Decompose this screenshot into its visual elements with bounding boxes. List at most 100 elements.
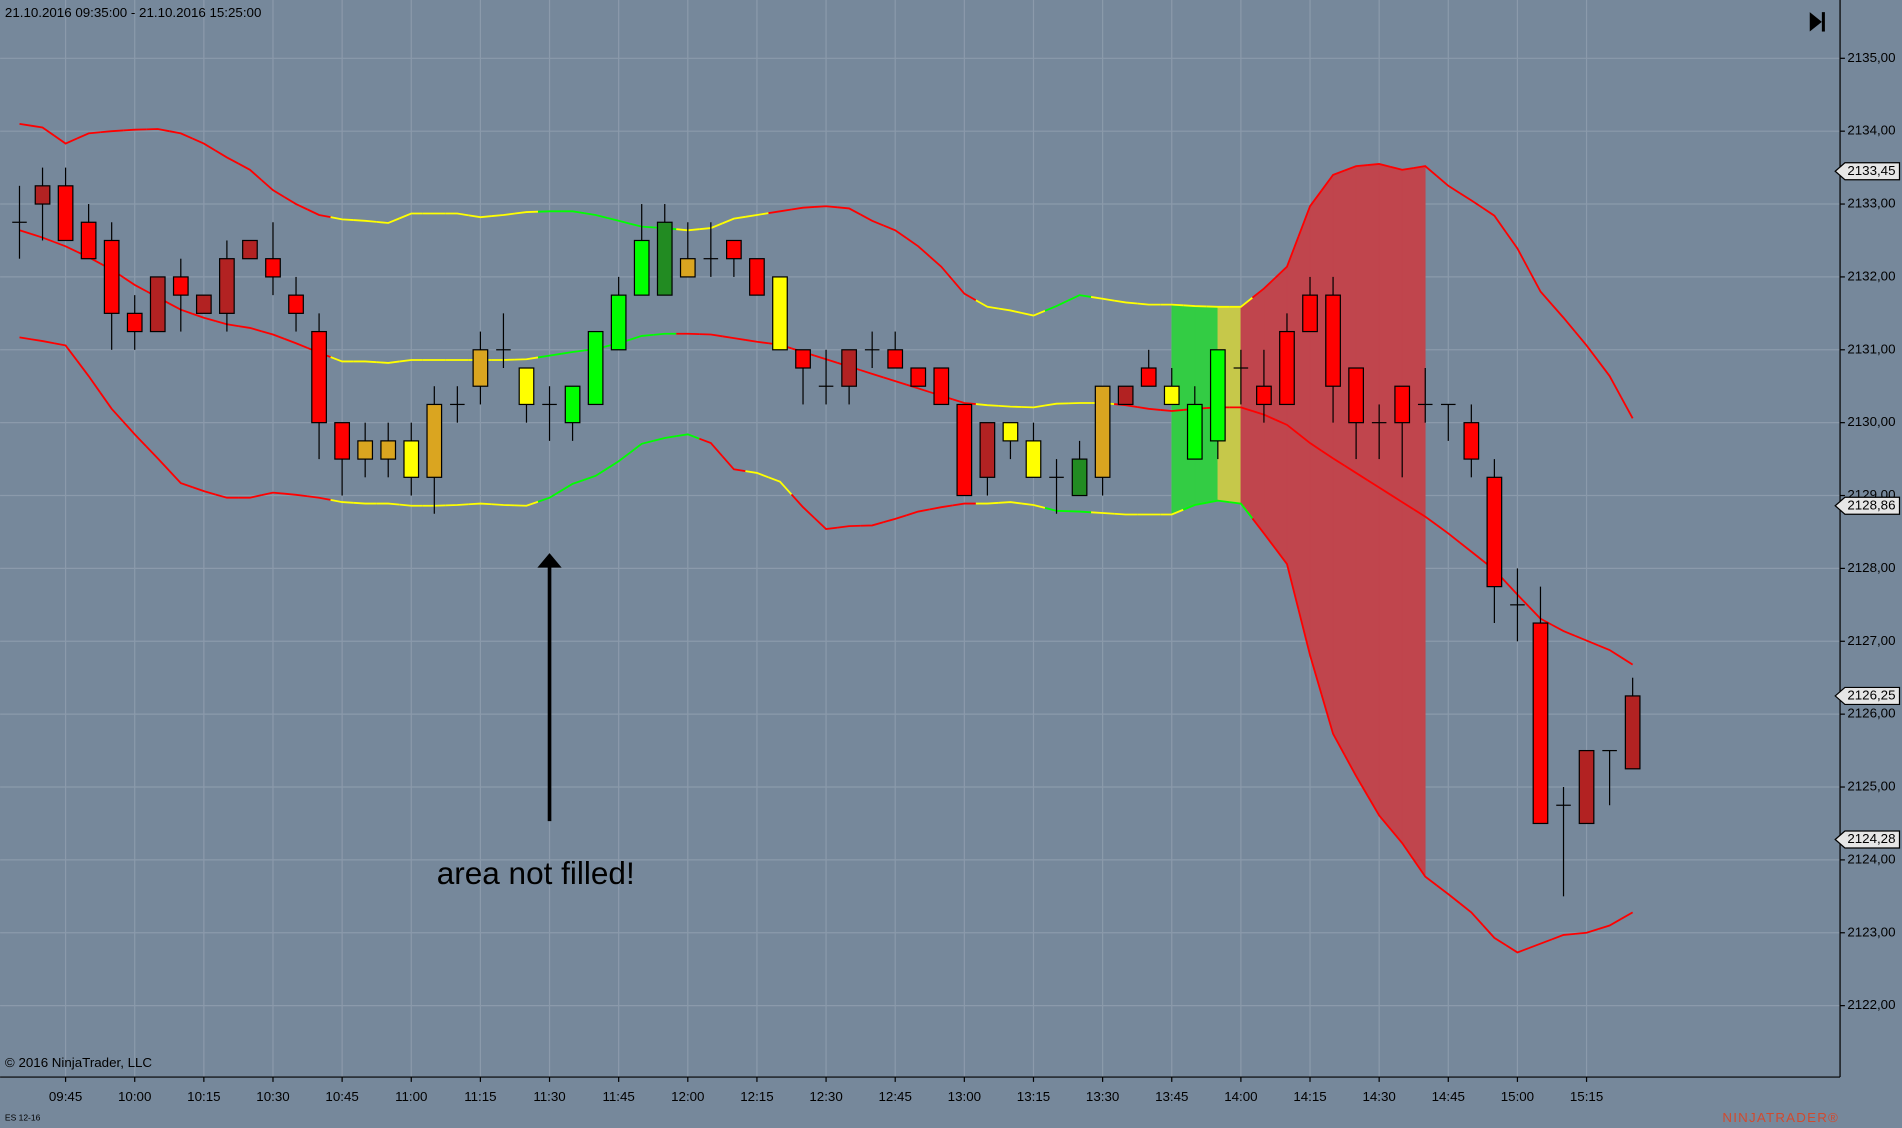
candle-body — [357, 440, 374, 460]
band-line — [445, 503, 469, 507]
band-line — [1459, 192, 1484, 209]
band-line — [146, 128, 170, 133]
candle-body — [380, 440, 397, 460]
candle-body — [265, 258, 281, 278]
band-line — [330, 499, 354, 504]
candle-body — [1094, 385, 1111, 478]
x-tick-label: 11:45 — [602, 1089, 634, 1104]
band-line — [860, 521, 884, 527]
band-line — [284, 492, 308, 498]
candle-body — [749, 258, 765, 296]
band-line — [307, 495, 331, 501]
scroll-end-icon[interactable] — [1809, 12, 1825, 32]
band-line — [19, 336, 32, 341]
candle-body — [726, 239, 742, 260]
icon-triangle — [1809, 12, 1822, 32]
candle-body — [195, 294, 212, 314]
band-line — [768, 476, 793, 496]
band-line — [1436, 884, 1461, 904]
band-line — [1551, 932, 1576, 941]
candle-body — [288, 294, 304, 314]
band-line — [19, 229, 32, 235]
candle-body — [587, 330, 604, 406]
x-tick-label: 12:15 — [740, 1089, 773, 1104]
band-line — [30, 338, 55, 345]
band-line — [768, 208, 792, 215]
band-fill — [1401, 165, 1426, 878]
band-line — [813, 517, 838, 531]
band-line — [1275, 418, 1300, 435]
band-line — [122, 276, 147, 292]
band-line — [1320, 169, 1345, 192]
band-line — [1021, 309, 1046, 317]
candle-body — [149, 276, 166, 333]
band-line — [606, 451, 631, 470]
band-line — [260, 179, 285, 198]
y-tick-label: 2131,00 — [1847, 341, 1895, 356]
band-line — [261, 330, 285, 340]
instrument: ES 12-16 — [5, 1113, 41, 1123]
band-line — [1574, 330, 1599, 362]
candle-body — [334, 422, 351, 460]
y-tick-label: 2133,00 — [1847, 196, 1895, 211]
band-line — [1044, 402, 1069, 407]
candle-body — [34, 185, 51, 205]
candle-body — [1209, 349, 1226, 442]
band-line — [514, 356, 539, 361]
band-line — [215, 493, 239, 499]
band-line — [1551, 624, 1576, 637]
candle-body — [772, 276, 788, 351]
band-line — [698, 437, 724, 457]
candle-body — [1140, 367, 1157, 387]
band-line — [1482, 924, 1507, 946]
band-line — [1297, 433, 1323, 452]
band-line — [123, 128, 147, 132]
band-line — [629, 439, 654, 454]
x-tick-label: 14:15 — [1293, 1089, 1326, 1104]
grid — [0, 0, 1841, 1078]
candle-body — [1624, 695, 1641, 770]
band-line — [376, 360, 400, 364]
band-line — [1251, 517, 1277, 550]
band-line — [1344, 164, 1368, 172]
band-line — [906, 237, 931, 258]
candle-body — [1394, 385, 1411, 424]
band-line — [468, 214, 493, 219]
y-tick-label: 2123,00 — [1847, 924, 1895, 939]
x-tick-label: 10:00 — [118, 1089, 151, 1104]
band-line — [1574, 634, 1599, 647]
band-line — [1091, 511, 1115, 515]
x-tick-label: 13:45 — [1155, 1089, 1188, 1104]
band-line — [583, 212, 608, 219]
candle-body — [1163, 385, 1180, 406]
band-line — [745, 339, 769, 345]
band-line — [883, 514, 908, 524]
candle-body — [80, 221, 97, 260]
candle-body — [795, 349, 811, 369]
band-line — [514, 210, 539, 215]
x-tick-label: 11:15 — [464, 1089, 496, 1104]
band-line — [238, 325, 262, 333]
band-line — [1367, 479, 1392, 496]
band-fill — [1378, 163, 1403, 844]
axes: 2122,00 2123,00 2124,00 2125,00 2126,00 2127,… — [49, 50, 1901, 1104]
band-line — [653, 332, 677, 336]
band-line — [1574, 928, 1599, 935]
band-line — [468, 502, 492, 506]
y-tick-label: 2127,00 — [1847, 633, 1895, 648]
candle-body — [1325, 294, 1341, 387]
band-line — [122, 420, 147, 447]
y-tick-label: 2125,00 — [1847, 779, 1895, 794]
candle-body — [1071, 458, 1088, 497]
candle-body — [1578, 749, 1595, 825]
band-line — [929, 255, 954, 281]
price-marker-label: 2124,28 — [1847, 831, 1895, 846]
candle-body — [633, 239, 650, 296]
candle-body — [933, 367, 950, 406]
band-line — [1436, 524, 1461, 544]
band-line — [998, 307, 1023, 314]
price-marker — [1834, 496, 1901, 515]
candle-body — [103, 239, 120, 314]
band-line — [353, 219, 377, 223]
